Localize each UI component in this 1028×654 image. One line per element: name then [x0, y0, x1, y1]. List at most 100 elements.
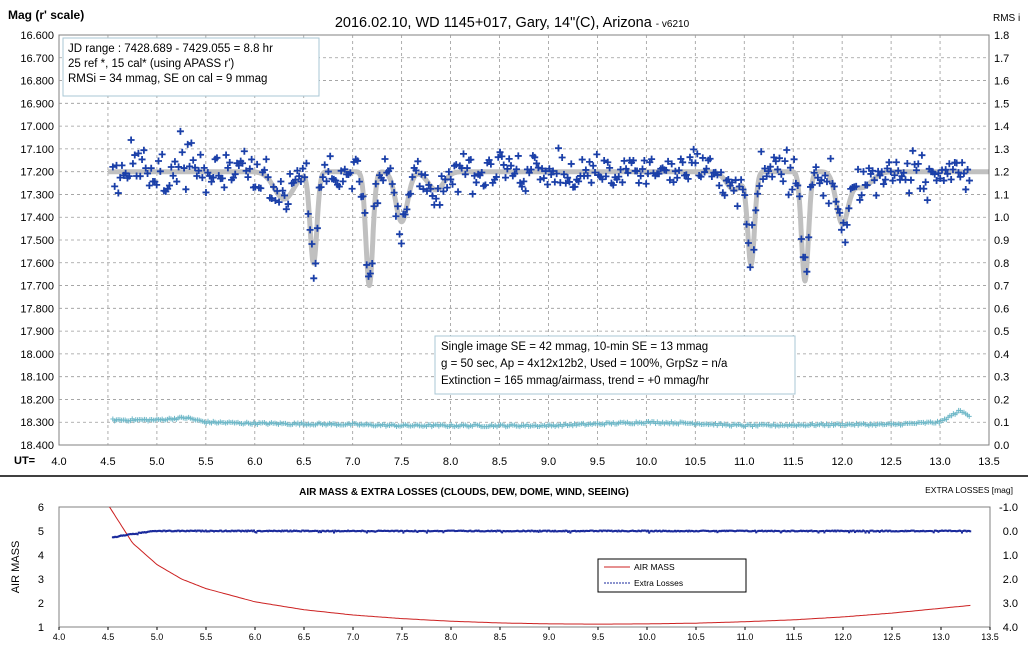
bottom-y-tick-labels: 1 2 3 4 5 6	[38, 502, 44, 634]
y-tick-label: 1	[38, 622, 44, 634]
data-point	[839, 219, 847, 227]
data-point	[609, 181, 617, 189]
x-tick-label: 9.0	[543, 632, 556, 642]
data-point	[717, 168, 725, 176]
data-point	[423, 187, 431, 195]
data-point	[706, 155, 714, 163]
data-point	[200, 164, 208, 172]
data-point	[354, 157, 362, 165]
data-point	[832, 198, 840, 206]
data-point	[301, 173, 309, 181]
data-point	[962, 185, 970, 193]
data-point	[686, 153, 694, 161]
data-point	[478, 169, 486, 177]
data-point	[460, 150, 468, 158]
y-tick-label: 17.400	[20, 212, 54, 224]
data-point	[222, 151, 230, 159]
data-point	[887, 168, 895, 176]
data-point	[960, 169, 968, 177]
data-point	[370, 202, 378, 210]
data-point	[766, 163, 774, 171]
x-tick-label: 11.5	[783, 456, 804, 468]
y2-tick-label: 1.4	[994, 121, 1009, 133]
data-point	[317, 183, 325, 191]
rms-point	[954, 410, 960, 416]
x-tick-label: 5.5	[198, 456, 213, 468]
data-point	[542, 167, 550, 175]
data-point	[958, 159, 966, 167]
data-point	[856, 196, 864, 204]
data-point	[781, 157, 789, 165]
data-point	[808, 181, 816, 189]
data-point	[191, 164, 199, 172]
data-point	[136, 172, 144, 180]
data-point	[728, 178, 736, 186]
data-point	[438, 172, 446, 180]
data-point	[461, 170, 469, 178]
data-point	[260, 166, 268, 174]
data-point	[825, 199, 833, 207]
data-point	[836, 209, 844, 217]
data-point	[637, 172, 645, 180]
rms-point	[966, 413, 972, 419]
x-tick-label: 12.5	[880, 456, 901, 468]
data-point	[363, 261, 371, 269]
data-point	[582, 166, 590, 174]
y-tick-label: 17.800	[20, 303, 54, 315]
data-point	[403, 205, 411, 213]
x-tick-label: 13.0	[932, 632, 950, 642]
data-point	[602, 172, 610, 180]
data-point	[564, 174, 572, 182]
y2-tick-label: 4.0	[1003, 622, 1018, 634]
bottom-plot-area	[58, 506, 991, 628]
data-point	[642, 180, 650, 188]
data-point	[730, 187, 738, 195]
data-point	[180, 164, 188, 172]
stats-box: Single image SE = 42 mmag, 10-min SE = 1…	[434, 335, 796, 395]
x-tick-label: 13.5	[981, 632, 999, 642]
data-point	[144, 169, 152, 177]
data-point	[876, 171, 884, 179]
data-point	[880, 180, 888, 188]
data-point	[565, 178, 573, 186]
data-point	[140, 146, 148, 154]
data-point	[865, 164, 873, 172]
data-point	[549, 167, 557, 175]
data-point	[821, 172, 829, 180]
data-point	[664, 157, 672, 165]
data-point	[735, 182, 743, 190]
data-point	[814, 174, 822, 182]
data-point	[675, 166, 683, 174]
data-point	[741, 191, 749, 199]
data-point	[752, 206, 760, 214]
data-point	[195, 167, 203, 175]
data-point	[187, 139, 195, 147]
data-point	[934, 169, 942, 177]
data-point	[332, 176, 340, 184]
data-point	[870, 176, 878, 184]
info-box: JD range : 7428.689 - 7429.055 = 8.8 hr …	[62, 37, 320, 97]
data-point	[522, 187, 530, 195]
data-point	[633, 167, 641, 175]
x-tick-label: 7.0	[345, 456, 360, 468]
data-point	[571, 183, 579, 191]
data-point	[312, 259, 320, 267]
y-tick-label: 18.400	[20, 440, 54, 452]
data-point	[914, 160, 922, 168]
data-point	[129, 160, 137, 168]
data-point	[635, 179, 643, 187]
data-point	[421, 171, 429, 179]
data-point	[801, 253, 809, 261]
data-point	[562, 179, 570, 187]
data-point	[498, 152, 506, 160]
data-point	[414, 157, 422, 165]
legend: AIR MASS Extra Losses	[597, 558, 747, 593]
data-point	[447, 175, 455, 183]
data-point	[302, 159, 310, 167]
data-point	[321, 161, 329, 169]
data-point	[684, 175, 692, 183]
info-line-1: JD range : 7428.689 - 7429.055 = 8.8 hr	[68, 43, 273, 55]
data-point	[485, 156, 493, 164]
data-point	[240, 147, 248, 155]
data-point	[407, 190, 415, 198]
